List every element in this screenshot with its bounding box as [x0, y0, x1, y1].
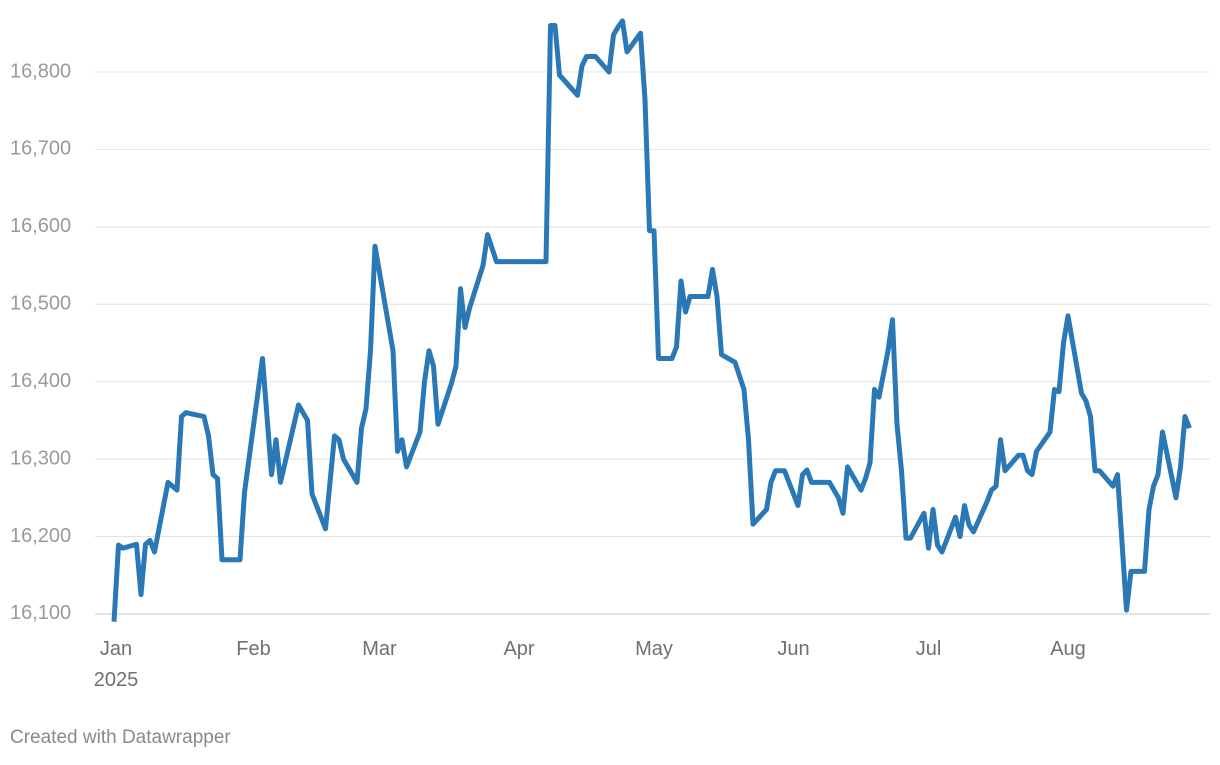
x-tick-label: Jun	[777, 638, 809, 660]
y-tick-label: 16,300	[10, 447, 71, 469]
x-tick-label: Feb	[236, 638, 270, 660]
x-tick-label: Mar	[362, 638, 397, 660]
x-year-label: 2025	[94, 669, 139, 691]
x-tick-label: Jul	[916, 638, 942, 660]
y-tick-label: 16,200	[10, 525, 71, 547]
y-tick-label: 16,400	[10, 370, 71, 392]
footer: Created with Datawrapper	[10, 727, 231, 748]
y-tick-label: 16,600	[10, 215, 71, 237]
data-line	[111, 18, 1192, 622]
x-tick-label: Apr	[503, 638, 534, 660]
y-tick-label: 16,500	[10, 293, 71, 315]
x-tick-label: Jan	[100, 638, 132, 660]
y-tick-label: 16,800	[10, 60, 71, 82]
y-tick-label: 16,100	[10, 602, 71, 624]
y-tick-label: 16,700	[10, 138, 71, 160]
x-tick-label: May	[635, 638, 673, 660]
x-tick-label: Aug	[1050, 638, 1086, 660]
